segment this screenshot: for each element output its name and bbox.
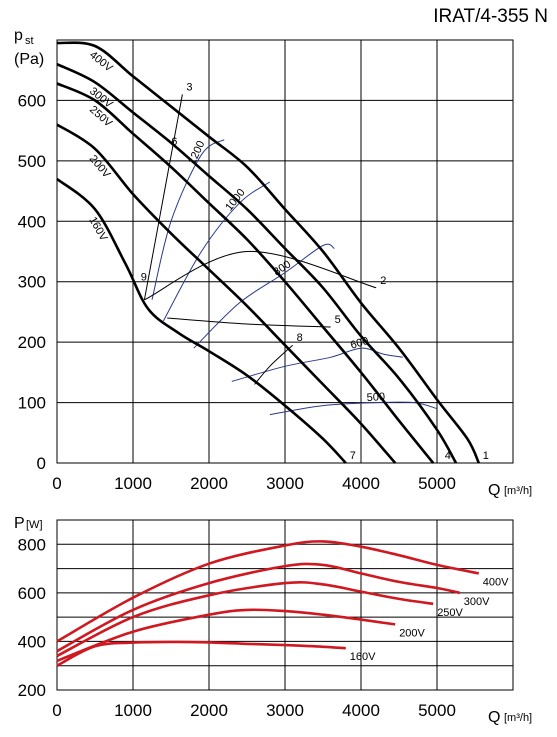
chart-title: IRAT/4-355 N [433, 6, 548, 27]
x-tick-label: 3000 [266, 474, 304, 493]
x-axis-unit: [m³/h] [504, 485, 532, 497]
y-tick-label: 800 [18, 535, 46, 554]
y-axis-unit: (Pa) [14, 51, 44, 68]
x-tick-label: 3000 [266, 701, 304, 720]
pressure-curve-label: 250V [87, 104, 115, 130]
y-tick-label: 400 [18, 632, 46, 651]
x-tick-label: 4000 [342, 701, 380, 720]
speed-isoline [269, 401, 438, 416]
power-curve-label: 200V [399, 627, 425, 639]
system-curve-label: 4 [445, 450, 451, 462]
power-curve-label: 300V [464, 596, 490, 608]
x-tick-label: 2000 [190, 701, 228, 720]
power-curve [56, 540, 480, 643]
y-tick-label: 0 [37, 454, 46, 473]
system-curve-label: 5 [335, 314, 341, 326]
system-curve-label: 9 [141, 272, 147, 284]
power-curve [56, 562, 461, 653]
y-tick-label: 300 [18, 273, 46, 292]
system-curve-label: 3 [186, 81, 192, 93]
pressure-curve-label: 200V [87, 153, 113, 181]
x-axis-unit: [m³/h] [504, 712, 532, 724]
y-tick-label: 200 [18, 681, 46, 700]
speed-isoline [193, 243, 335, 349]
power-curve-label: 250V [437, 607, 463, 619]
power-curve-label: 400V [483, 576, 509, 588]
y-axis-unit: [W] [26, 519, 43, 531]
speed-isoline-label: 1200 [186, 139, 207, 166]
x-axis-label: Q [488, 482, 500, 499]
plot-frame [56, 519, 514, 691]
system-curve [167, 317, 331, 328]
speed-isoline [151, 139, 225, 300]
x-tick-label: 1000 [114, 474, 152, 493]
pressure-curve [56, 41, 480, 464]
x-tick-label: 0 [52, 701, 61, 720]
system-curve-label: 7 [350, 450, 356, 462]
system-curve [143, 94, 183, 300]
y-tick-label: 200 [18, 333, 46, 352]
y-axis-label-sub: st [25, 35, 34, 47]
power-curve [56, 581, 434, 658]
y-tick-label: 100 [18, 394, 46, 413]
power-curve-label: 160V [350, 651, 376, 663]
y-axis-label: p [14, 27, 23, 44]
power-curve [56, 640, 346, 667]
system-curve-label: 2 [380, 275, 386, 287]
x-tick-label: 5000 [418, 701, 456, 720]
plot-frame [56, 39, 514, 464]
power-curve [56, 608, 396, 663]
speed-isoline [162, 181, 271, 322]
y-tick-label: 400 [18, 212, 46, 231]
x-tick-label: 0 [52, 474, 61, 493]
x-tick-label: 4000 [342, 474, 380, 493]
system-curve-label: 6 [171, 136, 177, 148]
speed-isoline [231, 347, 403, 382]
x-tick-label: 1000 [114, 701, 152, 720]
y-tick-label: 500 [18, 152, 46, 171]
pressure-curve [56, 123, 397, 464]
y-tick-label: 600 [18, 584, 46, 603]
x-axis-label: Q [488, 709, 500, 726]
x-tick-label: 2000 [190, 474, 228, 493]
y-tick-label: 600 [18, 91, 46, 110]
system-curve [144, 250, 377, 301]
system-curve-label: 1 [483, 450, 489, 462]
speed-isoline-label: 500 [366, 391, 385, 404]
pressure-curve [56, 63, 458, 464]
x-tick-label: 5000 [418, 474, 456, 493]
y-axis-label: P [14, 515, 25, 532]
pressure-curve-label: 400V [87, 49, 115, 75]
pressure-curve [56, 82, 435, 464]
pressure-curve [56, 177, 347, 464]
system-curve [254, 344, 293, 385]
system-curve-label: 8 [297, 332, 303, 344]
